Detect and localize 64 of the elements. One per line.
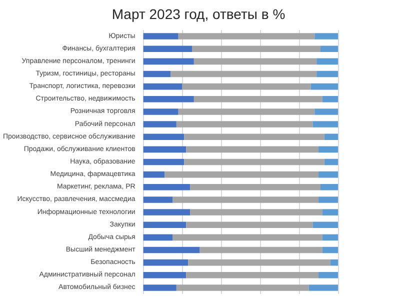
bar: [184, 134, 324, 140]
bar: [320, 46, 338, 52]
bar: [170, 70, 317, 78]
bar: [143, 121, 176, 128]
bar: [143, 171, 165, 178]
chart-title: Март 2023 год, ответы в %: [112, 6, 286, 22]
bar: [143, 70, 171, 78]
bar: [314, 108, 338, 115]
bar: [143, 222, 186, 228]
bar: [316, 70, 338, 78]
bar: [330, 259, 338, 266]
bar: [316, 58, 338, 65]
bar: [190, 184, 320, 190]
bar: [318, 196, 338, 203]
bar: [322, 96, 338, 102]
bar: [176, 284, 309, 291]
bar: [318, 272, 338, 278]
bar: [308, 284, 338, 291]
bar: [143, 158, 184, 166]
bar: [318, 171, 338, 178]
bar: [178, 33, 315, 40]
bar: [324, 134, 338, 140]
bar: [143, 83, 182, 90]
bar: [320, 184, 338, 190]
bar: [143, 134, 184, 140]
bar: [194, 96, 322, 102]
bar: [143, 46, 192, 52]
bar: [186, 146, 319, 153]
bar: [143, 284, 176, 291]
bar: [172, 234, 322, 241]
bar: [143, 146, 186, 153]
bar: [312, 121, 338, 128]
bar: [322, 246, 338, 254]
bar: [312, 222, 338, 228]
bar: [143, 33, 178, 40]
bar: [322, 234, 338, 241]
bar: [186, 272, 319, 278]
bar: [143, 184, 190, 190]
bar: [143, 96, 194, 102]
bar: [322, 209, 338, 216]
bar: [186, 222, 313, 228]
bar: [143, 259, 188, 266]
bar: [190, 209, 322, 216]
bar: [188, 259, 330, 266]
bar: [143, 246, 200, 254]
bar: [310, 83, 338, 90]
bar: [318, 146, 338, 153]
bar: [143, 58, 194, 65]
bar: [314, 33, 338, 40]
bar: [200, 246, 322, 254]
bar: [143, 196, 173, 203]
bar: [143, 272, 186, 278]
bar: [164, 171, 319, 178]
bar: [184, 158, 324, 166]
bar: [143, 108, 178, 115]
bar: [143, 234, 173, 241]
bar: [182, 83, 311, 90]
bar: [172, 196, 319, 203]
bar: [324, 158, 338, 166]
bar: [143, 209, 190, 216]
bar: [192, 46, 320, 52]
bar: [178, 108, 315, 115]
bar: [194, 58, 317, 65]
bar: [176, 121, 313, 128]
